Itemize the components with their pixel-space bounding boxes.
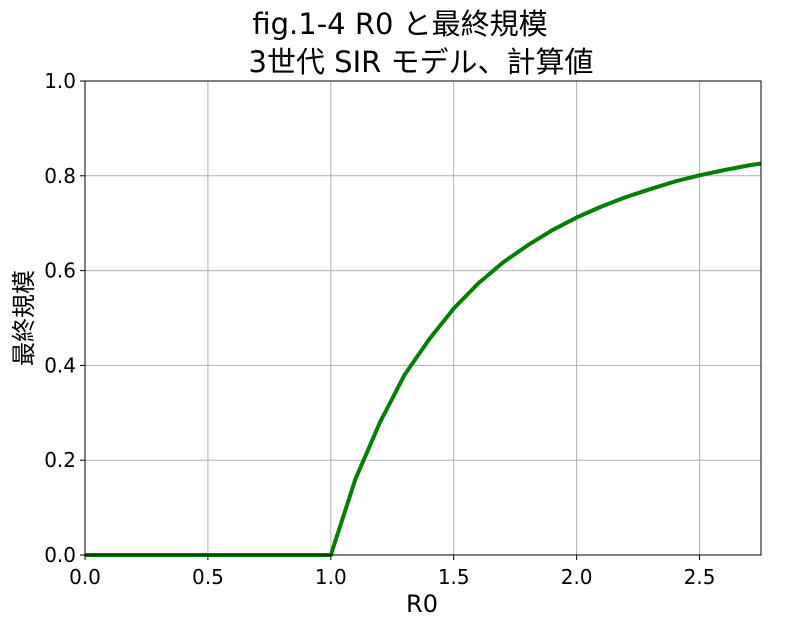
x-tick-label: 0.5 — [192, 565, 224, 589]
x-ticks: 0.0 0.5 1.0 1.5 2.0 2.5 — [69, 555, 715, 589]
series-line — [85, 161, 762, 557]
x-tick-label: 2.5 — [684, 565, 716, 589]
y-ticks: 0.0 0.2 0.4 0.6 0.8 1.0 — [44, 69, 85, 567]
plot-frame — [84, 80, 762, 556]
x-tick-label: 2.0 — [561, 565, 593, 589]
x-axis-label: R0 — [406, 590, 438, 618]
y-tick-label: 0.8 — [44, 164, 76, 188]
y-tick-label: 0.2 — [44, 448, 76, 472]
y-tick-label: 0.4 — [44, 353, 76, 377]
x-tick-label: 1.0 — [315, 565, 347, 589]
y-axis-label: 最終規模 — [10, 270, 38, 366]
chart-title-line-1: fig.1-4 R0 と最終規模 — [252, 7, 547, 41]
y-tick-label: 1.0 — [44, 69, 76, 93]
y-tick-label: 0.6 — [44, 259, 76, 283]
chart-title-line-2: 3世代 SIR モデル、計算値 — [249, 45, 594, 79]
y-tick-label: 0.0 — [44, 543, 76, 567]
series-layer — [85, 161, 762, 557]
x-tick-label: 1.5 — [438, 565, 470, 589]
x-tick-label: 0.0 — [69, 565, 101, 589]
grid — [84, 80, 761, 556]
